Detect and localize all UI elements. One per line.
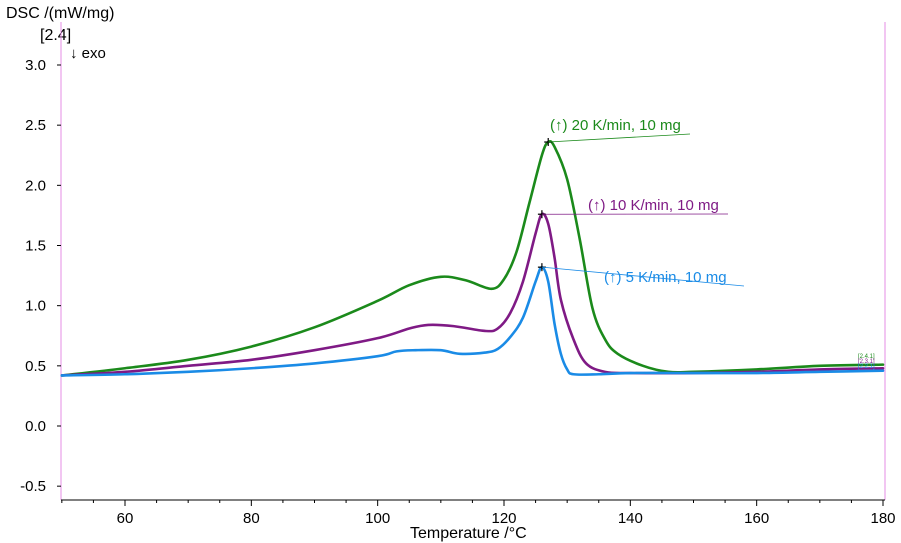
y-tick-label: 1.0: [25, 298, 46, 315]
series-end-tag: [2.4.1]: [858, 354, 875, 360]
exo-marker: ↓ exo: [70, 45, 106, 62]
y-tick-label: 2.0: [25, 177, 46, 194]
y-ticks: -0.5 0.0 0.5 1.0 1.5 2.0 2.5 3.0: [20, 57, 61, 495]
annotation-leader: [541, 266, 745, 287]
x-tick-label: 80: [243, 510, 260, 527]
series-annotation: (↑) 10 K/min, 10 mg: [588, 197, 719, 214]
y-axis-subtitle: [2.4]: [40, 27, 71, 44]
x-tick-label: 100: [365, 510, 390, 527]
x-tick-label: 180: [870, 510, 895, 527]
x-ticks: 60 80 100 120 140 160 180: [61, 500, 896, 527]
axes: -0.5 0.0 0.5 1.0 1.5 2.0 2.5 3.0 60 80 100 120 140 1…: [20, 22, 896, 527]
series-line: [60, 139, 885, 377]
annotation-leader: [548, 133, 691, 143]
series-annotation: (↑) 20 K/min, 10 mg: [550, 117, 681, 134]
y-tick-label: 0.0: [25, 418, 46, 435]
annotation-layer: (↑) 20 K/min, 10 mg [2.4.1] (↑) 10 K/min, …: [537, 117, 875, 370]
series-end-tag: [2.2.1]: [858, 364, 875, 370]
y-tick-label: 3.0: [25, 57, 46, 74]
y-tick-label: 2.5: [25, 117, 46, 134]
x-tick-label: 160: [744, 510, 769, 527]
y-axis-title: DSC /(mW/mg): [6, 5, 114, 22]
x-axis-title: Temperature /°C: [410, 525, 527, 542]
x-tick-label: 140: [618, 510, 643, 527]
series-line: [60, 265, 885, 377]
series-line: [60, 212, 885, 377]
series-layer: [60, 139, 885, 377]
y-tick-label: -0.5: [20, 478, 46, 495]
y-tick-label: 1.5: [25, 238, 46, 255]
x-tick-label: 120: [491, 510, 516, 527]
series-end-tag: [2.3.1]: [858, 359, 875, 365]
y-tick-label: 0.5: [25, 358, 46, 375]
x-tick-label: 60: [117, 510, 134, 527]
series-annotation: (↑) 5 K/min, 10 mg: [604, 269, 727, 286]
